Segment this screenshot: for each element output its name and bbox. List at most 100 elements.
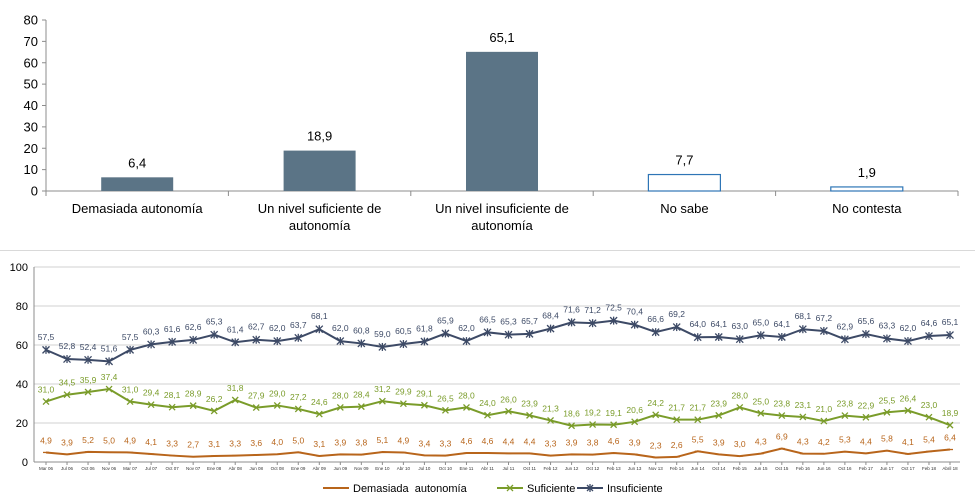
data-point (463, 403, 470, 411)
x-tick-label: Nov 13 (649, 466, 664, 471)
data-label: 31,2 (374, 384, 391, 394)
data-label: 62,0 (900, 323, 917, 333)
data-point (694, 416, 702, 424)
data-label: 67,2 (816, 313, 833, 323)
data-point (777, 333, 786, 342)
data-label: 63,7 (290, 320, 307, 330)
data-label: 28,1 (164, 390, 181, 400)
data-label: 23,9 (710, 398, 727, 408)
data-point (946, 331, 954, 340)
data-label: 28,0 (731, 390, 748, 400)
data-label: 60,3 (143, 326, 160, 336)
data-label: 4,4 (524, 436, 536, 446)
x-tick-label: Ene 09 (291, 466, 306, 471)
data-point (189, 402, 197, 410)
data-point-stroke (841, 412, 849, 420)
data-label: 5,4 (923, 434, 935, 444)
data-label: 3,0 (734, 439, 746, 449)
data-label: 4,6 (608, 436, 620, 446)
data-label: 18,6 (563, 409, 580, 419)
y-tick-label: 20 (16, 418, 28, 430)
data-point (672, 323, 681, 332)
y-tick-label: 10 (24, 162, 38, 177)
data-label: 21,0 (816, 404, 833, 414)
data-point-stroke (568, 422, 576, 430)
data-point (483, 328, 492, 337)
data-label: 68,1 (795, 311, 812, 321)
legend-label: Suficiente (527, 483, 575, 495)
data-point-stroke (925, 413, 933, 421)
data-label: 26,2 (206, 394, 223, 404)
data-label: 4,3 (797, 437, 809, 447)
data-point-stroke (399, 400, 407, 408)
data-point (693, 333, 702, 342)
data-point (735, 335, 744, 344)
x-tick-label: Abril 18 (942, 466, 958, 471)
data-point-stroke (505, 407, 512, 415)
data-label: 4,9 (397, 435, 409, 445)
data-label: 2,3 (650, 441, 662, 451)
data-point (547, 417, 555, 424)
legend-label: Insuficiente (607, 483, 663, 495)
category-label: autonomía (289, 218, 351, 233)
data-point (357, 403, 365, 411)
data-label: 71,2 (584, 305, 601, 315)
data-label: 28,0 (332, 390, 349, 400)
data-label: 72,5 (605, 303, 622, 313)
legend-item: Demasiada autonomía (323, 483, 468, 495)
data-label: 26,5 (437, 393, 454, 403)
y-tick-label: 40 (16, 379, 28, 391)
y-tick-label: 100 (10, 262, 28, 274)
data-label: 19,1 (605, 408, 622, 418)
x-tick-label: Abr 10 (397, 466, 411, 471)
x-tick-label: Abr 11 (481, 466, 494, 471)
data-label: 22,9 (858, 400, 875, 410)
data-label: 23,0 (921, 400, 938, 410)
data-label: 5,0 (103, 435, 115, 445)
data-label: 31,0 (38, 385, 55, 395)
data-point (399, 340, 408, 349)
data-label: 24,2 (647, 398, 664, 408)
data-label: 27,9 (248, 391, 265, 401)
data-point (441, 329, 450, 338)
x-tick-label: Mar 07 (123, 466, 138, 471)
data-label: 66,6 (647, 314, 664, 324)
data-point (504, 330, 513, 339)
data-label: 61,4 (227, 324, 244, 334)
x-tick-label: Jul 07 (145, 466, 158, 471)
data-point-stroke (757, 409, 765, 417)
data-point-stroke (526, 411, 533, 419)
data-label: 4,3 (755, 437, 767, 447)
data-label: 51,6 (101, 343, 118, 353)
data-label: 3,1 (208, 439, 220, 449)
data-point (336, 403, 344, 411)
data-point (841, 412, 849, 420)
data-point (946, 421, 954, 429)
data-point-stroke (778, 412, 786, 420)
x-tick-label: Jun 09 (334, 466, 348, 471)
data-point (756, 331, 765, 340)
data-label: 25,0 (753, 396, 770, 406)
chart-separator (0, 250, 975, 251)
data-label: 21,7 (689, 403, 706, 413)
data-point (526, 411, 533, 419)
data-label: 23,8 (774, 399, 791, 409)
data-point (568, 422, 576, 430)
x-tick-label: Abr 09 (313, 466, 327, 471)
data-point (294, 405, 302, 413)
x-tick-label: Jul 10 (418, 466, 431, 471)
category-label: No sabe (660, 201, 708, 216)
data-point (336, 337, 345, 346)
legend-item: Suficiente (497, 483, 575, 495)
data-label: 3,6 (250, 438, 262, 448)
data-point-stroke (694, 416, 702, 424)
data-label: 6,9 (776, 432, 788, 442)
x-tick-label: Jun 14 (691, 466, 705, 471)
data-point (420, 401, 428, 409)
data-point-stroke (652, 411, 660, 419)
x-tick-label: Ene 08 (207, 466, 222, 471)
data-label: 3,9 (566, 437, 578, 447)
series-line (45, 447, 951, 459)
data-label: 5,0 (292, 435, 304, 445)
y-tick-label: 40 (24, 98, 38, 113)
